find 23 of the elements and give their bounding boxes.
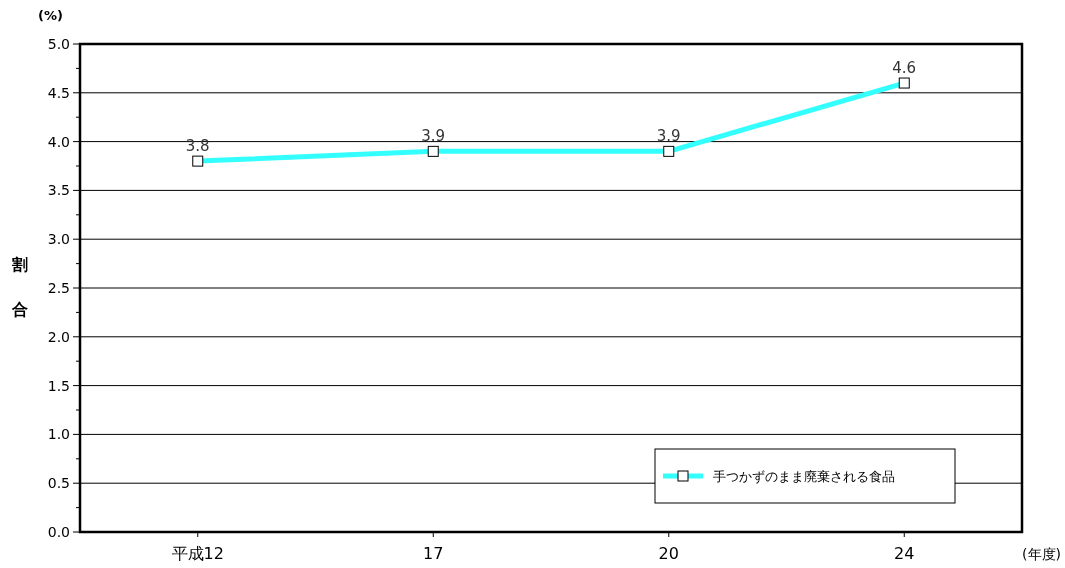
y-tick-label: 5.0 — [47, 36, 70, 52]
y-tick-label: 0.5 — [47, 475, 70, 492]
y-tick-label: 1.0 — [47, 426, 70, 443]
y-tick-label: 4.5 — [47, 84, 70, 101]
text: 割合 — [12, 255, 28, 319]
data-label: 3.8 — [185, 137, 210, 156]
legend-label: 手つかずのまま廃棄される食品 — [713, 469, 895, 484]
y-tick-label: 1.5 — [47, 377, 70, 394]
data-label: 3.9 — [421, 127, 446, 146]
text: (%) — [38, 8, 63, 23]
x-tick-label: 24 — [894, 544, 915, 563]
y-tick-label: 2.0 — [47, 328, 70, 345]
y-tick-label: 0.0 — [47, 524, 70, 540]
x-tick-label: 20 — [658, 544, 679, 563]
y-tick-label: 2.5 — [47, 280, 70, 296]
text: (年度) — [1022, 546, 1061, 562]
data-label: 3.9 — [656, 127, 681, 146]
x-tick-label: 17 — [423, 544, 444, 563]
data-label: 4.6 — [892, 59, 917, 78]
y-tick-label: 3.5 — [47, 182, 70, 199]
x-tick-label: 平成12 — [171, 544, 224, 563]
y-tick-label: 4.0 — [47, 133, 70, 150]
y-tick-label: 3.0 — [47, 231, 70, 248]
